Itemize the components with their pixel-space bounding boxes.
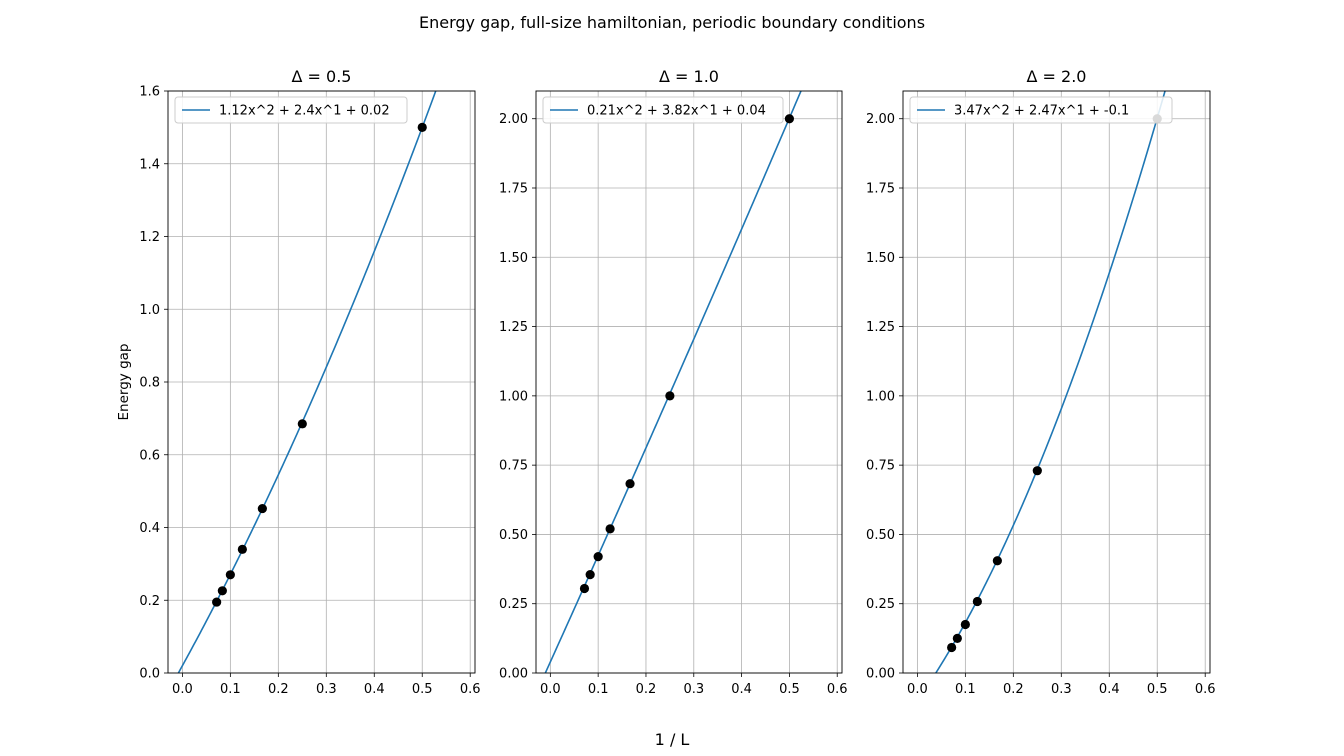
data-point [960, 619, 970, 630]
y-tick-label: 1.50 [866, 251, 895, 266]
axes-frame [902, 90, 1211, 674]
data-point [297, 419, 307, 429]
y-tick-label: 0.75 [499, 459, 528, 474]
y-tick-label: 0.50 [866, 528, 895, 543]
x-tick-label: 0.5 [779, 682, 800, 697]
x-tick-label: 0.3 [1051, 682, 1072, 697]
x-tick-label: 0.3 [683, 682, 704, 697]
y-tick-label: 0.00 [866, 667, 895, 682]
x-tick-label: 0.2 [268, 682, 289, 697]
legend-label: 0.21x^2 + 3.82x^1 + 0.04 [587, 104, 766, 119]
subplot-delta-1-0: 0.0 0.1 0.2 0.3 0.4 0.5 0.6 0.00 0.25 0.50 0.75 1.0… [499, 67, 848, 697]
subplot-title: Δ = 0.5 [292, 67, 352, 86]
y-tick-label: 1.4 [139, 157, 160, 172]
legend-box [909, 96, 1173, 124]
data-point [257, 503, 267, 514]
y-tick-label: 1.75 [499, 182, 528, 197]
subplot-title: Δ = 1.0 [659, 67, 719, 86]
data-point [225, 570, 235, 580]
y-tick-label: 1.0 [139, 303, 160, 318]
data-point [952, 633, 962, 643]
y-tick-label: 1.50 [499, 251, 528, 266]
data-point [972, 596, 982, 607]
y-axis-label: Energy gap [116, 344, 132, 421]
x-tick-label: 0.0 [540, 682, 561, 697]
y-tick-label: 0.4 [139, 521, 160, 536]
data-point [665, 391, 675, 401]
y-tick-label: 2.00 [866, 112, 895, 127]
data-point [992, 556, 1002, 566]
subplot-delta-2-0: 0.0 0.1 0.2 0.3 0.4 0.5 0.6 0.00 0.25 0.50 0.75 1.0… [866, 67, 1216, 697]
x-tick-label: 0.5 [412, 682, 433, 697]
data-point [625, 479, 635, 489]
x-tick-label: 0.0 [907, 682, 928, 697]
legend-label: 3.47x^2 + 2.47x^1 + -0.1 [954, 104, 1129, 119]
y-tick-label: 1.25 [866, 320, 895, 335]
axes-frame [167, 90, 476, 674]
y-tick-label: 0.00 [499, 667, 528, 682]
x-tick-label: 0.2 [636, 682, 657, 697]
y-tick-label: 0.25 [499, 597, 528, 612]
y-tick-label: 1.00 [499, 389, 528, 404]
data-point [217, 586, 227, 596]
fit-line [544, 91, 802, 673]
data-point [237, 544, 247, 554]
data-point [417, 122, 427, 132]
y-tick-label: 0.0 [139, 667, 160, 682]
legend-box [542, 96, 784, 124]
x-tick-label: 0.4 [731, 682, 752, 697]
x-tick-label: 0.1 [955, 682, 976, 697]
x-tick-label: 0.4 [364, 682, 385, 697]
subplot-delta-0-5: 0.0 0.1 0.2 0.3 0.4 0.5 0.6 0.0 0.2 0.4 0.6 0.8 1.0 1… [139, 67, 481, 697]
data-point [605, 524, 615, 534]
data-point [784, 114, 795, 124]
data-point [1032, 466, 1042, 476]
x-tick-label: 0.0 [172, 682, 193, 697]
y-tick-label: 1.75 [866, 182, 895, 197]
y-tick-label: 1.2 [139, 230, 160, 245]
y-tick-label: 1.25 [499, 320, 528, 335]
legend-label: 1.12x^2 + 2.4x^1 + 0.02 [219, 104, 390, 119]
y-tick-label: 0.8 [139, 376, 160, 391]
axes-frame [535, 90, 843, 674]
y-tick-label: 1.00 [866, 389, 895, 404]
x-tick-label: 0.6 [460, 682, 481, 697]
y-tick-label: 2.00 [499, 112, 528, 127]
x-tick-label: 0.6 [1195, 682, 1216, 697]
y-tick-label: 0.2 [139, 594, 160, 609]
x-tick-label: 0.2 [1003, 682, 1024, 697]
subplot-title: Δ = 2.0 [1027, 67, 1087, 86]
x-tick-label: 0.3 [316, 682, 337, 697]
x-tick-label: 0.1 [588, 682, 609, 697]
data-point [212, 597, 222, 607]
y-tick-label: 0.6 [139, 448, 160, 463]
x-tick-label: 0.5 [1147, 682, 1168, 697]
y-tick-label: 0.25 [866, 597, 895, 612]
y-tick-label: 0.75 [866, 459, 895, 474]
x-axis-label: 1 / L [655, 730, 690, 749]
data-point [585, 570, 595, 580]
legend-box [174, 96, 408, 124]
data-point [947, 642, 957, 653]
data-point [593, 552, 603, 562]
data-point [579, 583, 590, 594]
x-tick-label: 0.1 [220, 682, 241, 697]
y-tick-label: 1.6 [139, 85, 160, 100]
y-tick-label: 0.50 [499, 528, 528, 543]
x-tick-label: 0.4 [1099, 682, 1120, 697]
figure-title: Energy gap, full-size hamiltonian, perio… [419, 13, 925, 32]
x-tick-label: 0.6 [827, 682, 848, 697]
